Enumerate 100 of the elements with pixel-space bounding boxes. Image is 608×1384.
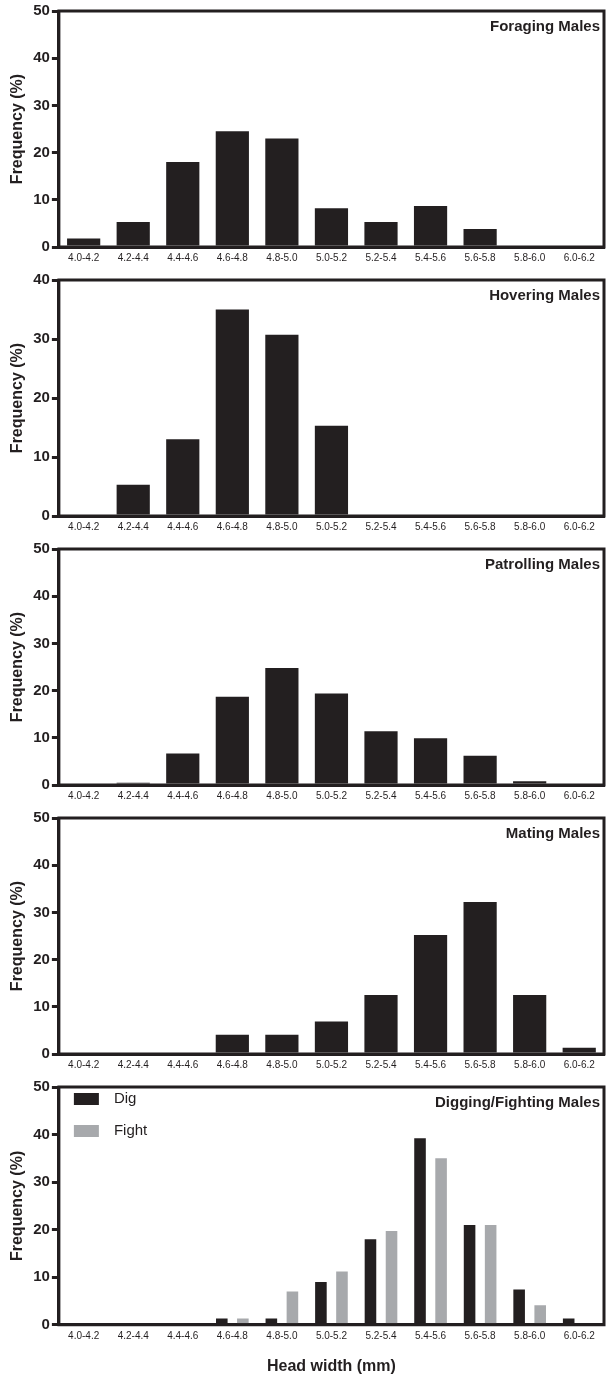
chart-title: Mating Males: [505, 823, 600, 841]
chart-title: Hovering Males: [489, 285, 600, 303]
x-tick-label: 6.0-6.2: [563, 520, 596, 532]
x-tick-label: 5.4-5.6: [414, 1058, 447, 1070]
x-tick-label: 5.8-6.0: [514, 1058, 546, 1070]
chart-title: Digging/Fighting Males: [435, 1092, 600, 1110]
bar: [265, 1034, 299, 1053]
x-tick-label: 4.0-4.2: [68, 1058, 100, 1070]
bar: [265, 138, 299, 246]
bar: [67, 238, 101, 246]
x-tick-label: 4.6-4.8: [216, 251, 249, 263]
y-tick-label: 50: [33, 1, 50, 19]
bar: [413, 205, 448, 246]
chart-title: Patrolling Males: [484, 554, 600, 572]
x-tick-label: 4.0-4.2: [68, 520, 100, 532]
bar: [513, 1289, 525, 1324]
x-tick-label: 6.0-6.2: [563, 1329, 596, 1341]
bar: [314, 425, 349, 515]
x-tick-label: 5.2-5.4: [365, 789, 397, 801]
y-tick-label: 0: [41, 775, 50, 793]
y-tick-label: 20: [33, 949, 50, 967]
x-tick-label: 5.8-6.0: [514, 251, 546, 263]
x-tick-label: 4.6-4.8: [216, 1058, 249, 1070]
bar: [116, 221, 150, 246]
x-tick-label: 4.8-5.0: [266, 520, 298, 532]
y-tick-label: 40: [33, 48, 50, 66]
bar: [166, 753, 200, 784]
bar: [463, 902, 497, 1053]
bar: [364, 1239, 377, 1324]
bar: [413, 935, 448, 1053]
x-tick-label: 5.8-6.0: [514, 1329, 546, 1341]
y-tick-label: 50: [33, 539, 50, 557]
bar: [215, 131, 249, 246]
x-tick-label: 5.0-5.2: [315, 520, 348, 532]
y-axis-title: Frequency (%): [8, 611, 26, 723]
x-tick-label: 5.2-5.4: [365, 251, 397, 263]
bar: [364, 731, 398, 784]
x-axis-title: Head width (mm): [267, 1356, 396, 1374]
y-tick-label: 10: [33, 189, 50, 207]
bar: [484, 1224, 497, 1324]
bar: [385, 1231, 398, 1324]
bar: [215, 696, 249, 784]
bar: [314, 693, 349, 784]
y-axis-title: Frequency (%): [8, 342, 26, 454]
bar: [265, 667, 299, 784]
bar: [314, 208, 349, 246]
y-tick-label: 20: [33, 388, 50, 406]
bar: [513, 995, 547, 1053]
y-axis-title: Frequency (%): [8, 1150, 26, 1262]
y-tick-label: 50: [33, 1077, 50, 1095]
bar: [463, 1224, 476, 1324]
y-tick-label: 40: [33, 1124, 50, 1142]
x-tick-label: 5.6-5.8: [464, 1058, 497, 1070]
y-tick-label: 0: [41, 1044, 50, 1062]
y-tick-label: 0: [41, 1314, 50, 1332]
x-tick-label: 4.8-5.0: [266, 789, 298, 801]
y-tick-label: 40: [33, 586, 50, 604]
x-tick-label: 5.6-5.8: [464, 1329, 497, 1341]
x-tick-label: 6.0-6.2: [563, 789, 596, 801]
x-tick-label: 4.0-4.2: [68, 251, 100, 263]
x-tick-label: 4.4-4.6: [167, 789, 199, 801]
bar: [166, 162, 200, 246]
bar: [463, 229, 497, 246]
y-axis-title: Frequency (%): [8, 73, 26, 185]
y-tick-label: 10: [33, 447, 50, 465]
y-tick-label: 30: [33, 95, 50, 113]
y-tick-label: 30: [33, 633, 50, 651]
bar: [336, 1271, 348, 1324]
x-tick-label: 5.2-5.4: [365, 1329, 397, 1341]
x-tick-label: 4.8-5.0: [266, 251, 298, 263]
x-tick-label: 5.2-5.4: [365, 1058, 397, 1070]
x-tick-label: 6.0-6.2: [563, 251, 596, 263]
y-tick-label: 20: [33, 142, 50, 160]
x-tick-label: 4.4-4.6: [167, 1058, 199, 1070]
legend-label: Fight: [113, 1121, 149, 1139]
legend-label: Dig: [113, 1089, 137, 1107]
x-tick-label: 5.4-5.6: [414, 1329, 447, 1341]
x-tick-label: 4.2-4.4: [117, 251, 150, 263]
y-tick-label: 30: [33, 902, 50, 920]
x-tick-label: 4.2-4.4: [117, 1329, 150, 1341]
x-tick-label: 4.4-4.6: [167, 251, 199, 263]
x-tick-label: 5.4-5.6: [414, 251, 447, 263]
x-tick-label: 5.6-5.8: [464, 789, 497, 801]
bar: [286, 1291, 299, 1324]
x-tick-label: 5.8-6.0: [514, 789, 546, 801]
x-tick-label: 4.4-4.6: [167, 1329, 199, 1341]
y-tick-label: 50: [33, 808, 50, 826]
x-tick-label: 5.0-5.2: [315, 251, 348, 263]
x-tick-label: 5.8-6.0: [514, 520, 546, 532]
x-tick-label: 5.4-5.6: [414, 789, 447, 801]
bar: [265, 334, 299, 515]
x-tick-label: 4.6-4.8: [216, 1329, 249, 1341]
bar: [364, 221, 398, 246]
x-tick-label: 4.4-4.6: [167, 520, 199, 532]
x-tick-label: 5.0-5.2: [315, 1058, 348, 1070]
x-tick-label: 4.6-4.8: [216, 789, 249, 801]
x-tick-label: 4.8-5.0: [266, 1329, 298, 1341]
x-tick-label: 4.0-4.2: [68, 1329, 100, 1341]
y-tick-label: 40: [33, 270, 50, 288]
bar: [215, 309, 249, 515]
